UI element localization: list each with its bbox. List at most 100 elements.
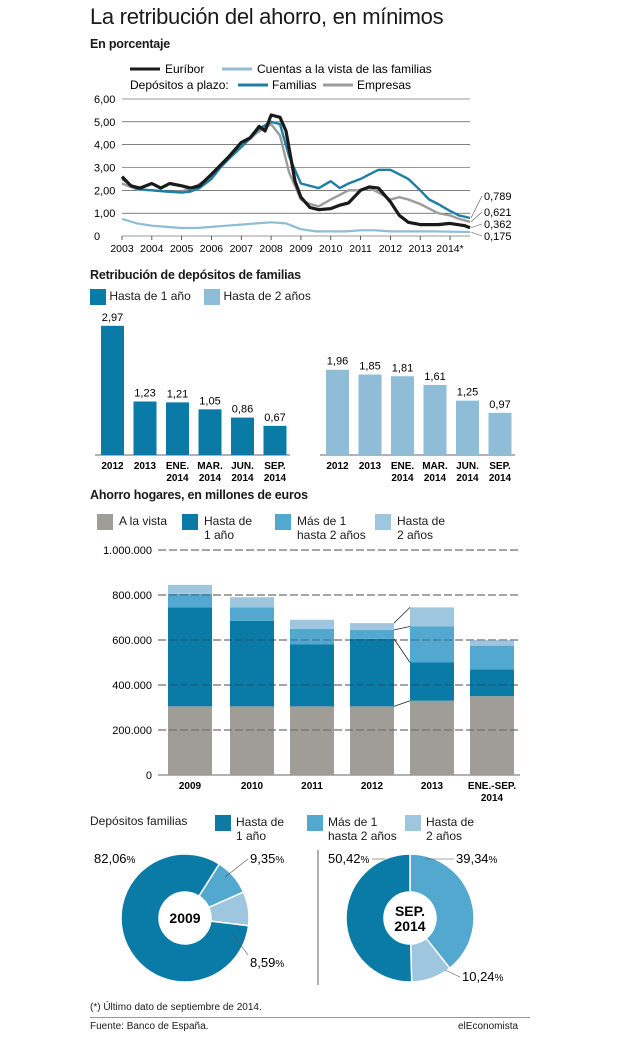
pct-value: 82,06 (94, 851, 127, 866)
legend-label-1year-b: 1 año (204, 528, 235, 542)
series-euribor (120, 113, 471, 230)
segment-vista (470, 696, 514, 775)
category-label: 2014 (481, 793, 504, 804)
series-familias (121, 120, 471, 220)
x-tick-label: 2004 (140, 243, 164, 255)
legend-swatch-2years (204, 289, 221, 305)
bar-value-label: 1,61 (424, 371, 445, 383)
legend-label-1year-b: 1 año (236, 829, 267, 843)
category-label: 2012 (101, 461, 124, 472)
bar (456, 400, 479, 455)
pct-value: 9,35 (250, 851, 275, 866)
category-label: 2014 (264, 473, 287, 484)
bar (198, 409, 222, 455)
label-leader (224, 858, 249, 878)
category-label: ENE. (391, 461, 415, 472)
segment-vista (168, 706, 212, 775)
chart4-title: Depósitos familias (90, 814, 188, 828)
segment-vista (230, 706, 274, 775)
y-tick-label: 6,00 (94, 94, 115, 106)
y-tick-label: 2,00 (94, 185, 115, 197)
legend-label-2years-b: 2 años (397, 528, 434, 542)
category-label: 2014 (391, 473, 414, 484)
segment-1to2 (410, 626, 454, 663)
footnote: (*) Último dato de septiembre de 2014. (90, 1002, 262, 1013)
pct-value: 10,24 (462, 969, 495, 984)
bar (423, 384, 447, 455)
connector-line (393, 607, 411, 624)
donut-hole (159, 892, 211, 944)
x-tick-label: 2007 (230, 243, 254, 255)
category-label: JUN. (231, 461, 254, 472)
connector-line (393, 700, 411, 707)
y-tick-label: 4,00 (94, 140, 115, 152)
pct-sign: % (489, 855, 498, 866)
segment-1to2 (230, 607, 274, 621)
segment-vista (350, 706, 394, 775)
legend-label-2years-a: Hasta de (397, 514, 446, 528)
bar (326, 369, 349, 455)
donut-label-2014-1to2: 10,24% (462, 969, 504, 984)
pct-value: 8,59 (250, 955, 275, 970)
legend-swatch-1year (215, 815, 231, 831)
donut-label-2014-2years: 39,34% (456, 851, 498, 866)
segment-vista (290, 706, 334, 775)
stacked-bar-chart-savings: 1.000.000 800.000 600.000 400.000 200.000 0 20… (103, 545, 520, 804)
label-leader (444, 969, 461, 978)
legend-label-vista: Cuentas a la vista de las familias (257, 62, 432, 76)
category-label: MAR. (197, 461, 223, 472)
bar-value-label: 1,05 (199, 395, 220, 407)
category-label: 2014 (456, 473, 479, 484)
bar (166, 402, 189, 455)
segment-vista (410, 700, 454, 775)
bar (391, 376, 414, 455)
legend-label-1year-a: Hasta de (204, 514, 253, 528)
x-tick-label: 2003 (110, 243, 134, 255)
series-vista (121, 217, 471, 234)
end-label-leader (470, 195, 483, 219)
segment-1year (470, 669, 514, 697)
donut-label-2009-2years: 8,59% (250, 955, 284, 970)
pct-sign: % (361, 855, 370, 866)
end-label-leader (470, 223, 483, 229)
bar-value-label: 0,97 (489, 399, 510, 411)
pct-sign: % (495, 973, 504, 984)
y-tick-label: 400.000 (112, 680, 152, 692)
category-label: ENE. (166, 461, 190, 472)
category-label: ENE.-SEP. (468, 781, 516, 792)
legend-label-vista: A la vista (119, 514, 168, 528)
end-label: 0,621 (484, 207, 512, 219)
x-tick-label: 2006 (200, 243, 224, 255)
category-label: JUN. (456, 461, 479, 472)
legend-label-1to2-a: Más de 1 (297, 514, 347, 528)
category-label: 2010 (241, 781, 264, 792)
donut-center-label: 2009 (169, 910, 200, 926)
chart1-subtitle: En porcentaje (90, 37, 171, 51)
legend-label-1to2-b: hasta 2 años (297, 528, 366, 542)
x-tick-label: 2010 (319, 243, 343, 255)
y-tick-label: 1.000.000 (103, 545, 152, 557)
bar (488, 412, 512, 455)
segment-2years (470, 640, 514, 646)
y-tick-label: 800.000 (112, 590, 152, 602)
y-tick-label: 3,00 (94, 163, 115, 175)
chart3-legend: A la vista Hasta de 1 año Más de 1 hasta… (97, 513, 557, 545)
bar (101, 325, 124, 455)
connector-line (393, 638, 411, 663)
legend-swatch-1to2 (307, 815, 323, 831)
category-label: 2012 (361, 781, 384, 792)
chart4-legend: Hasta de 1 año Más de 1 hasta 2 años Has… (215, 814, 515, 846)
label-leader (231, 932, 249, 956)
bar-value-label: 1,96 (327, 356, 348, 368)
donut-hole (384, 892, 436, 944)
bar (263, 425, 287, 455)
category-label: 2014 (424, 473, 447, 484)
legend-swatch-1year (182, 514, 198, 530)
segment-1year (410, 662, 454, 701)
segment-2years (168, 584, 212, 594)
legend-swatch-1to2 (275, 514, 291, 530)
bar (133, 401, 157, 455)
segment-1to2 (290, 628, 334, 645)
category-label: 2011 (301, 781, 323, 792)
category-label: 2014 (166, 473, 189, 484)
